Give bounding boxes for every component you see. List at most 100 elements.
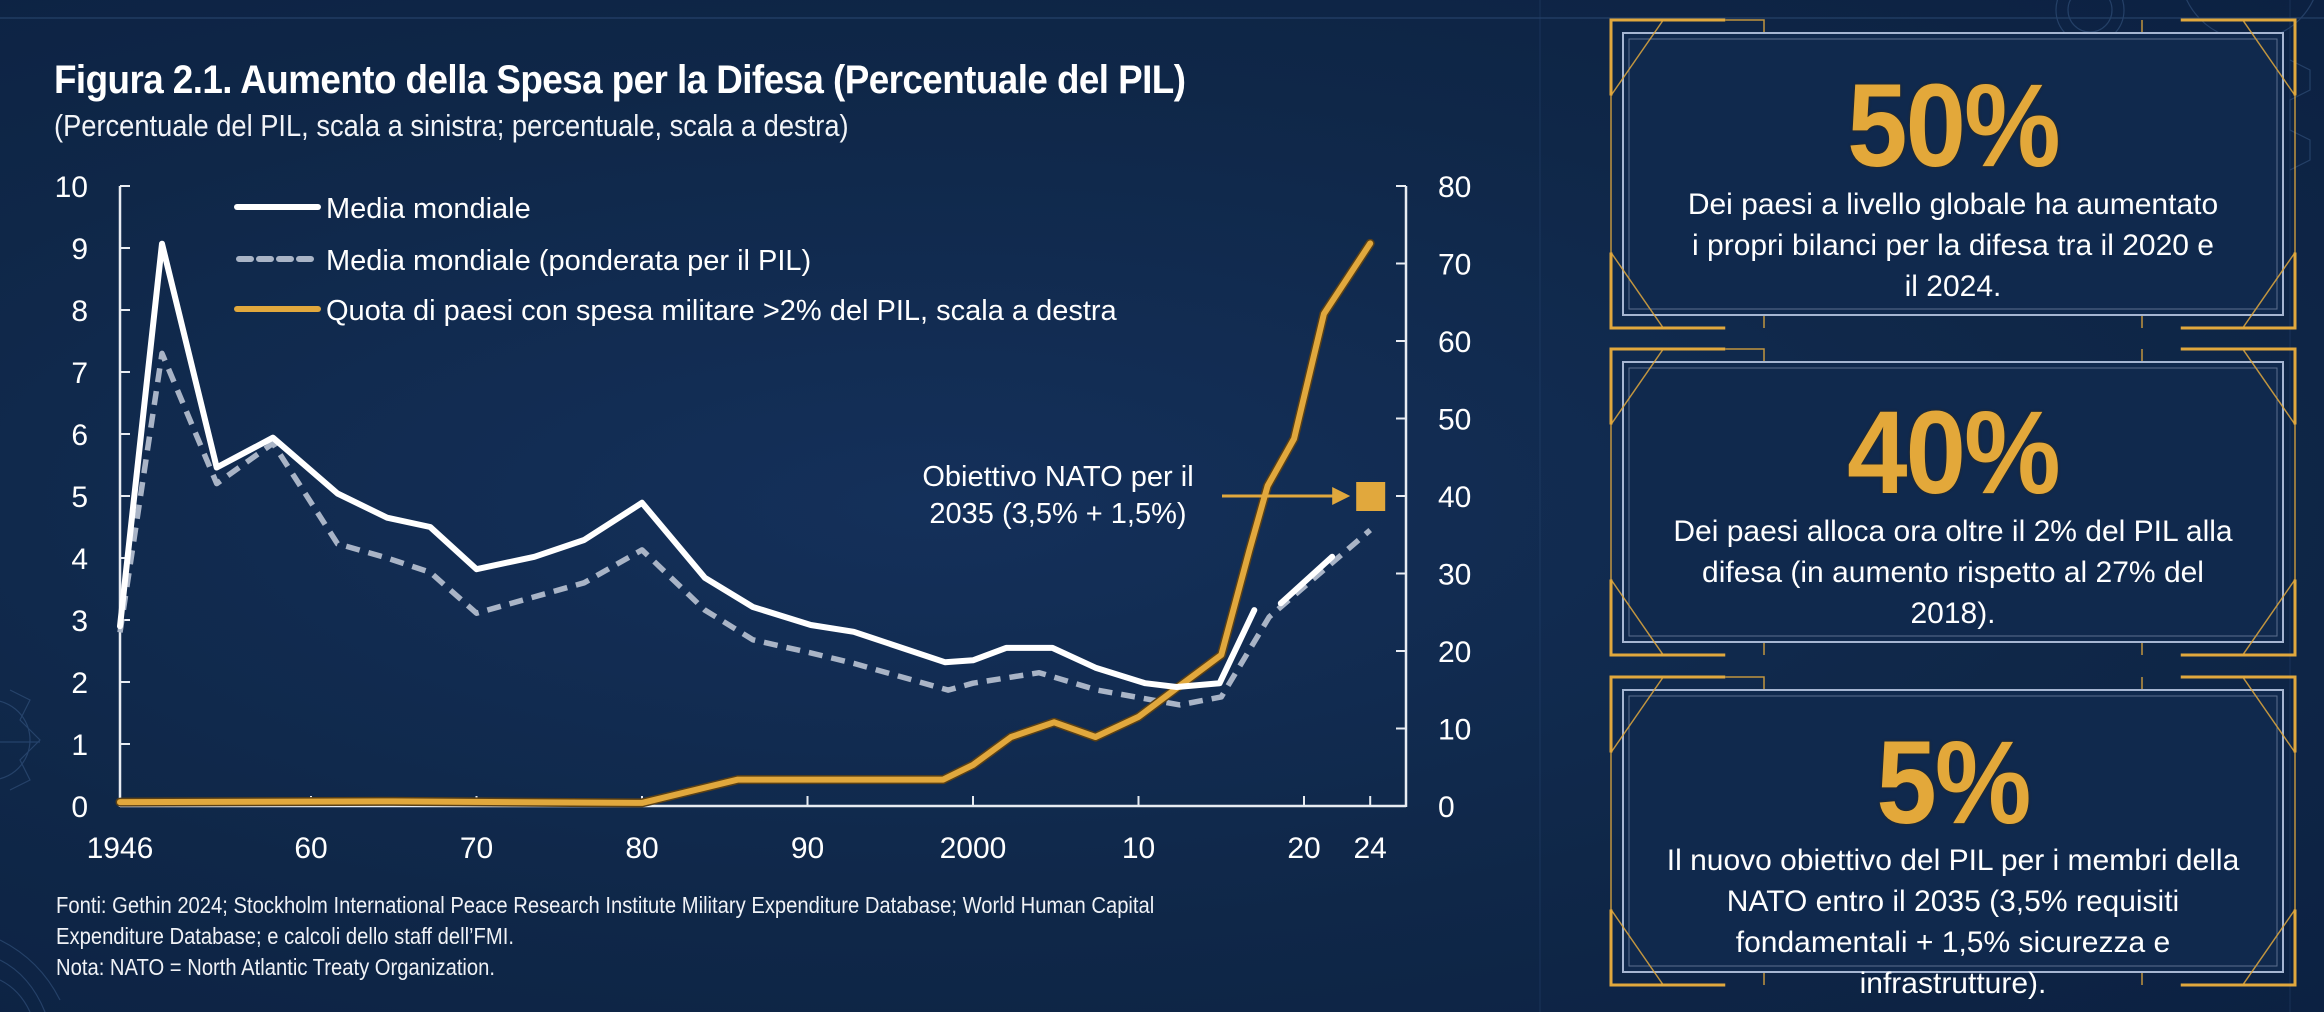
corner-diagonal — [2242, 252, 2296, 329]
corner-diagonal — [2242, 19, 2296, 96]
stat-description: Il nuovo obiettivo del PIL per i membri … — [1639, 840, 2267, 1004]
stat-card-50: 50% Dei paesi a livello globale ha aumen… — [1609, 18, 2297, 330]
stat-description: Dei paesi a livello globale ha aumentato… — [1639, 184, 2267, 307]
left-tick-label: 10 — [55, 171, 88, 204]
stat-description-line: fondamentali + 1,5% sicurezza e infrastr… — [1735, 926, 2171, 1000]
stat-value: 40% — [1847, 387, 2061, 519]
right-tick-label: 0 — [1438, 791, 1455, 824]
corner-bracket-icon — [1609, 675, 1726, 753]
corner-bracket-icon — [1609, 909, 1726, 987]
series-line-solid-gold-segment-0 — [117, 240, 1374, 806]
corner-diagonal — [1610, 579, 1664, 656]
corner-bracket-icon — [1609, 252, 1726, 330]
card-inner-border-2 — [1628, 367, 2278, 637]
right-tick-label: 10 — [1438, 714, 1471, 747]
x-tick-label: 1946 — [87, 832, 154, 865]
card-inner-border — [1622, 689, 2284, 973]
nato-target-marker — [1356, 482, 1386, 511]
stat-description-line: Il nuovo obiettivo del PIL per i membri … — [1666, 844, 2240, 877]
corner-bracket-icon — [1725, 19, 1765, 32]
series-line-solid-white-segment-1 — [1277, 553, 1336, 607]
right-tick-label: 80 — [1438, 171, 1471, 204]
series-line-dashed-gray-segment-0 — [117, 350, 1372, 708]
x-tick-label: 20 — [1287, 832, 1320, 865]
nato-target-annotation: Obiettivo NATO per il 2035 (3,5% + 1,5%) — [922, 461, 1386, 530]
annotation-line-1: Obiettivo NATO per il — [922, 461, 1193, 493]
left-tick-label: 8 — [71, 295, 88, 328]
card-inner-border — [1622, 32, 2284, 316]
chart-subtitle: (Percentuale del PIL, scala a sinistra; … — [54, 108, 849, 143]
stat-description-line: NATO entro il 2035 (3,5% requisiti — [1726, 885, 2180, 918]
corner-bracket-icon — [2180, 18, 2297, 96]
line-chart: 0 1 2 3 4 5 6 7 8 9 10 0 10 20 30 40 50 60 70 80 1946 60 70 80 9… — [55, 171, 1471, 865]
x-tick-label: 2000 — [940, 832, 1007, 865]
corner-diagonal — [1610, 909, 1664, 986]
left-tick-label: 7 — [71, 357, 88, 390]
card-inner-border-2 — [1628, 695, 2278, 967]
card-frame — [1609, 675, 2297, 987]
corner-diagonal — [2242, 579, 2296, 656]
stat-description-line: i propri bilanci per la difesa tra il 20… — [1692, 229, 2214, 262]
legend-label-quota-paesi: Quota di paesi con spesa militare >2% de… — [326, 295, 1118, 327]
left-tick-label: 5 — [71, 481, 88, 514]
x-tick-label: 10 — [1122, 832, 1155, 865]
source-notes: Fonti: Gethin 2024; Stockholm Internatio… — [56, 890, 1333, 983]
stat-description-line: difesa (in aumento rispetto al 27% del — [1702, 556, 2204, 589]
legend-label-media-ponderata: Media mondiale (ponderata per il PIL) — [326, 245, 811, 277]
x-tick-label: 60 — [294, 832, 327, 865]
x-tick-label: 24 — [1354, 832, 1387, 865]
corner-bracket-icon — [2180, 347, 2297, 425]
left-tick-label: 1 — [71, 729, 88, 762]
right-tick-label: 60 — [1438, 326, 1471, 359]
corner-bracket-icon — [1609, 347, 1726, 425]
left-tick-label: 2 — [71, 667, 88, 700]
series-layer — [115, 238, 1375, 808]
stat-description: Dei paesi alloca ora oltre il 2% del PIL… — [1639, 511, 2267, 634]
right-tick-label: 40 — [1438, 481, 1471, 514]
card-frame — [1609, 18, 2297, 330]
right-tick-label: 30 — [1438, 559, 1471, 592]
corner-bracket-icon — [1725, 676, 1765, 689]
corner-bracket-icon — [1725, 348, 1765, 361]
stat-value: 50% — [1847, 60, 2061, 192]
corner-diagonal — [1610, 252, 1664, 329]
notes-nota-line: Nota: NATO = North Atlantic Treaty Organ… — [56, 954, 496, 980]
stat-description-line: 2018). — [1910, 597, 1996, 630]
card-frame — [1609, 347, 2297, 657]
stat-description-line: Dei paesi a livello globale ha aumentato — [1687, 188, 2219, 221]
annotation-arrowhead-icon — [1332, 487, 1351, 505]
corner-bracket-icon — [2180, 579, 2297, 657]
left-tick-label: 3 — [71, 605, 88, 638]
corner-bracket-icon — [2180, 675, 2297, 753]
notes-sources-line-2: Expenditure Database; e calcoli dello st… — [56, 923, 514, 949]
corner-bracket-icon — [2180, 909, 2297, 987]
x-tick-label: 70 — [460, 832, 493, 865]
left-tick-label: 4 — [71, 543, 88, 576]
left-tick-label: 9 — [71, 233, 88, 266]
card-inner-border — [1622, 361, 2284, 643]
corner-bracket-icon — [2180, 252, 2297, 330]
stat-value: 5% — [1876, 717, 2031, 849]
corner-bracket-icon — [1609, 18, 1726, 96]
chart-title: Figura 2.1. Aumento della Spesa per la D… — [54, 58, 1186, 102]
right-tick-label: 20 — [1438, 636, 1471, 669]
legend-label-media-mondiale: Media mondiale — [326, 193, 531, 225]
x-tick-label: 90 — [791, 832, 824, 865]
corner-diagonal — [1610, 19, 1664, 96]
annotation-line-2: 2035 (3,5% + 1,5%) — [929, 498, 1186, 530]
notes-sources-line-1: Fonti: Gethin 2024; Stockholm Internatio… — [56, 892, 1155, 918]
series-line-solid-white-segment-0 — [117, 240, 1258, 690]
right-tick-label: 70 — [1438, 249, 1471, 282]
corner-diagonal — [1610, 676, 1664, 753]
stat-card-40: 40% Dei paesi alloca ora oltre il 2% del… — [1609, 347, 2297, 657]
corner-diagonal — [2242, 676, 2296, 753]
stat-card-5: 5% Il nuovo obiettivo del PIL per i memb… — [1609, 675, 2297, 1000]
corner-bracket-icon — [1609, 579, 1726, 657]
corner-diagonal — [2242, 348, 2296, 425]
stat-description-line: il 2024. — [1904, 270, 2002, 303]
legend: Media mondiale Media mondiale (ponderata… — [234, 193, 1118, 327]
left-tick-label: 6 — [71, 419, 88, 452]
stat-description-line: Dei paesi alloca ora oltre il 2% del PIL… — [1673, 515, 2233, 548]
x-tick-label: 80 — [625, 832, 658, 865]
card-inner-border-2 — [1628, 38, 2278, 310]
